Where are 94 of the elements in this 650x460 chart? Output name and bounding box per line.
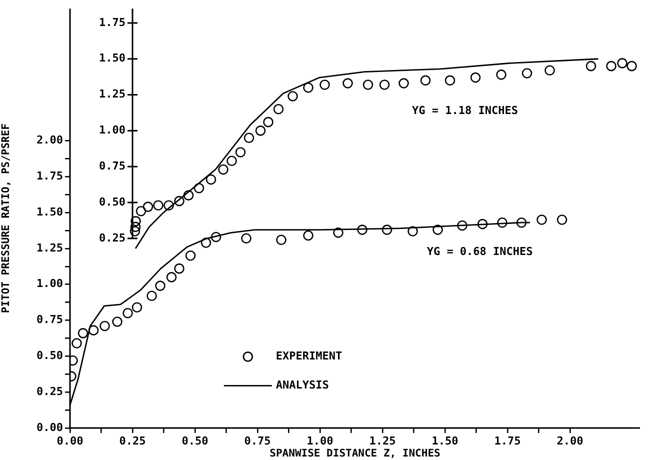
point [235,147,246,158]
point [276,234,286,245]
legend-label: EXPERIMENT [276,350,343,363]
point [218,164,228,175]
point [586,60,596,72]
point [132,302,142,312]
point [303,82,314,93]
legend-label: ANALYSIS [276,378,329,392]
y2-tick-label: 0.50 [99,195,126,208]
point [194,182,204,194]
point [432,224,443,235]
point [174,263,184,274]
point [457,220,468,231]
point [200,238,212,248]
point [174,196,184,206]
x-tick-label: 1.75 [494,434,521,448]
point [273,104,284,114]
x-axis-title: SPANWISE DISTANCE Z, INCHES [270,447,440,460]
y-tick-label: 1.00 [36,277,63,290]
point [146,290,157,302]
point [544,65,555,76]
point [122,308,133,318]
point [408,226,418,236]
y-tick-label: 1.50 [36,205,63,218]
point [183,190,194,200]
annotation: YG = 0.68 INCHES [426,245,533,258]
x-tick-label: 2.00 [556,434,584,448]
y2-tick-label: 1.50 [99,52,126,65]
point [398,78,409,88]
point [244,132,254,144]
point [516,217,527,228]
point [617,58,628,68]
x-tick-label: 1.25 [369,434,396,448]
point [88,325,99,336]
point [382,224,392,235]
point [263,116,274,128]
y-tick-label: 0.50 [36,349,63,362]
point [130,222,141,232]
y2-tick-label: 0.75 [99,159,126,172]
y2-tick-label: 1.25 [99,88,126,101]
point [362,80,374,90]
point [78,328,88,338]
point [206,174,216,185]
point [241,233,252,244]
point [444,75,456,86]
annotation: YG = 1.18 INCHES [412,104,518,118]
point [522,68,532,78]
x-tick-label: 0.50 [182,434,208,448]
point [320,80,330,90]
point [136,206,146,216]
point [606,60,616,72]
point [155,280,166,291]
point [626,60,637,72]
point [333,228,344,238]
point [420,75,431,86]
x-tick-label: 0.00 [56,434,84,448]
point [226,156,237,166]
point [303,230,314,241]
point [153,200,164,211]
y-tick-label: 1.25 [36,241,63,254]
point [470,72,481,83]
point [130,216,141,226]
y-tick-label: 1.75 [36,170,63,183]
point [210,232,222,242]
x-tick-label: 1.00 [306,434,334,448]
point [142,202,154,212]
y-tick-label: 0.75 [36,313,63,326]
point [357,224,368,235]
x-tick-label: 0.75 [244,434,271,448]
point [112,316,122,327]
point [72,338,82,348]
point [185,250,196,261]
y-tick-label: 2.00 [36,134,63,147]
point [497,217,508,228]
point [379,80,390,90]
point [288,91,298,102]
x-tick-label: 1.50 [432,434,458,448]
y2-tick-label: 0.25 [99,231,126,244]
point [342,78,353,88]
y2-tick-label: 1.75 [99,16,126,29]
y-tick-label: 0.25 [36,384,63,398]
point [556,214,568,225]
y-tick-label: 0.00 [36,420,63,434]
point [255,126,266,136]
point [164,200,174,211]
y2-tick-label: 1.00 [99,124,126,137]
point [130,226,140,236]
x-tick-label: 0.25 [119,434,146,448]
point [100,320,110,332]
point [477,218,488,230]
point [536,214,547,225]
point [166,272,177,282]
point [496,70,506,80]
y-axis-title: PITOT PRESSURE RATIO, PS/PSREF [0,123,12,314]
